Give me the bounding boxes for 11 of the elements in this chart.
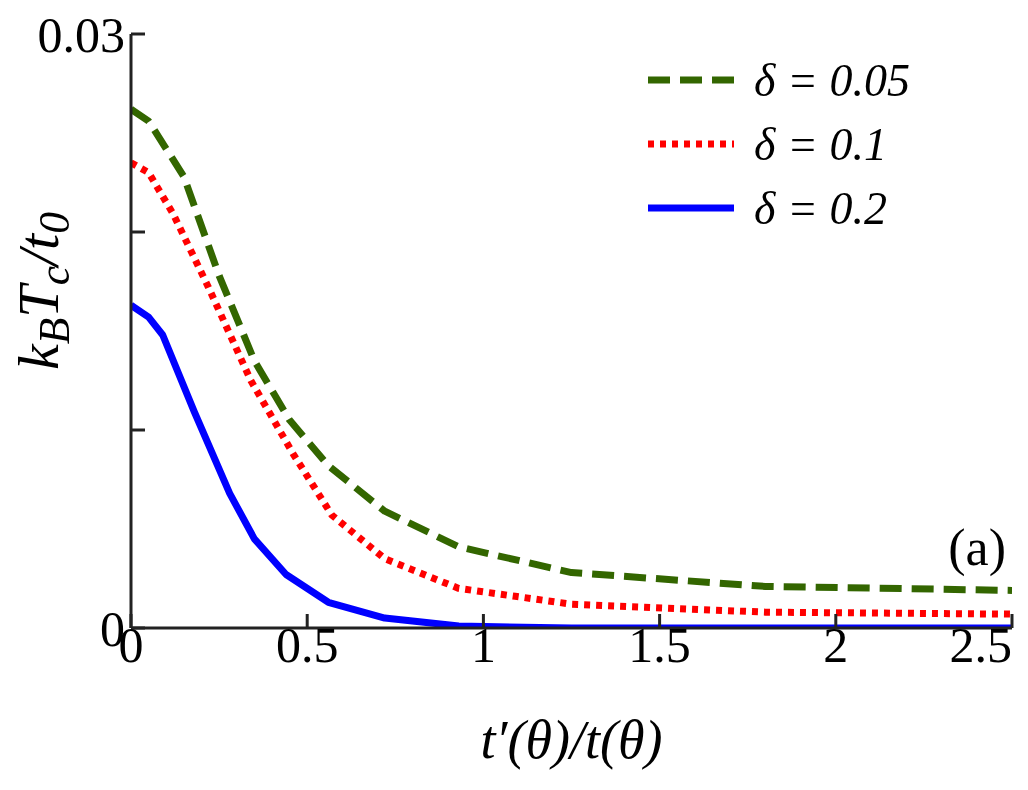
x-tick-label: 2.5 xyxy=(949,617,1012,673)
x-tick-label: 2 xyxy=(823,617,849,673)
y-tick-label: 0.03 xyxy=(37,6,125,63)
legend-label: δ = 0.2 xyxy=(754,181,887,235)
x-tick-label: 1.5 xyxy=(628,617,691,673)
x-tick-label: 0.5 xyxy=(275,617,339,673)
x-axis-title: t′(θ)/t(θ) xyxy=(480,710,663,770)
annotation: (a) xyxy=(948,518,1006,577)
legend-label: δ = 0.1 xyxy=(754,117,887,171)
x-tick-label: 1 xyxy=(470,617,496,673)
legend-label: δ = 0.05 xyxy=(754,53,910,107)
